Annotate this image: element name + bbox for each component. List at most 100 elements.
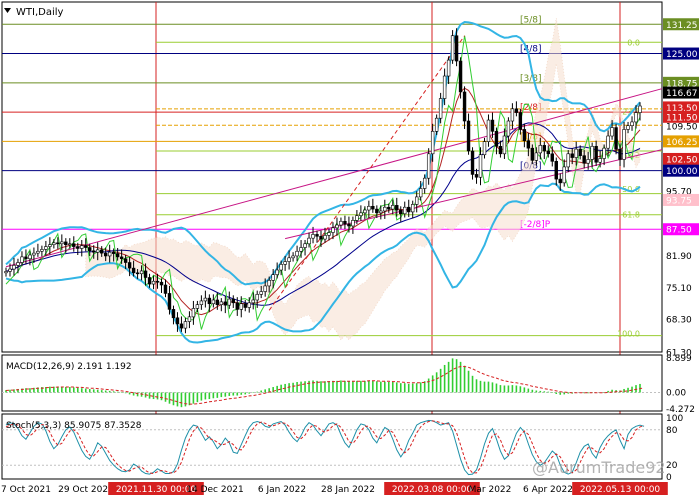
candle-body-126: [506, 120, 511, 137]
macd-tick-0: 8.899: [666, 354, 692, 364]
candle-body-71: [287, 257, 291, 262]
macd-bar-121: [487, 381, 490, 393]
macd-bar-146: [587, 392, 589, 394]
candle-body-148: [594, 146, 598, 163]
macd-panel: 8.899 0.00 -4.272: [1, 354, 695, 415]
stoch-d-line: [5, 420, 645, 475]
candle-body-36: [147, 277, 152, 285]
bollinger-upper: [5, 20, 641, 286]
price-tag-text-2: 118.75: [666, 79, 698, 89]
macd-bar-85: [344, 380, 346, 393]
macd-bar-59: [240, 392, 243, 395]
macd-bar-30: [124, 392, 127, 394]
candle-body-92: [371, 205, 375, 210]
murrey-level-label-0: [5/8]: [520, 15, 542, 25]
candle-body-109: [438, 98, 443, 119]
macd-bar-69: [280, 384, 282, 393]
macd-bar-82: [332, 380, 334, 393]
candle-body-138: [554, 161, 558, 180]
macd-bar-34: [140, 392, 143, 397]
candle-body-66: [267, 280, 271, 287]
macd-bar-136: [547, 391, 550, 393]
candle-body-153: [614, 127, 618, 150]
macd-bar-71: [288, 383, 290, 393]
channel-lower: [285, 149, 663, 240]
macd-bar-120: [483, 381, 486, 393]
price-tag-text-8: 102.50: [666, 155, 698, 165]
macd-bar-54: [220, 392, 223, 398]
candle-body-34: [139, 270, 144, 275]
macd-bar-115: [463, 365, 466, 393]
candle-body-25: [103, 252, 108, 257]
stoch-tick-100: 100: [666, 414, 683, 424]
macd-bar-137: [551, 392, 554, 393]
macd-bar-110: [443, 364, 446, 393]
price-tag-text-7: 106.25: [666, 138, 698, 148]
candle-body-81: [327, 232, 331, 236]
stoch-tick-80: 80: [666, 426, 678, 436]
macd-bar-113: [455, 359, 458, 393]
main-price-panel: [5/8][4/8][3/8][2/8][1/8][0/8][-2/8]P0.0…: [1, 1, 699, 479]
candle-body-60: [243, 303, 247, 308]
macd-bar-42: [172, 392, 175, 406]
candle-body-2: [12, 265, 16, 270]
candle-body-43: [175, 317, 180, 325]
candle-body-128: [514, 108, 519, 113]
price-tag-4: [663, 101, 699, 114]
candle-body-45: [183, 321, 188, 329]
macd-bar-12: [53, 386, 55, 393]
candle-body-0: [4, 271, 8, 274]
candle-body-127: [510, 108, 515, 122]
macd-bar-88: [356, 380, 358, 393]
candle-body-13: [56, 242, 60, 245]
macd-bar-72: [292, 382, 294, 393]
candle-body-33: [135, 272, 140, 275]
macd-bar-62: [252, 392, 255, 393]
time-label-3: 14 Dec 2021: [186, 485, 244, 495]
macd-bar-150: [603, 392, 605, 393]
macd-bar-50: [204, 392, 207, 400]
macd-bar-18: [76, 387, 79, 393]
price-tag-11: [663, 193, 699, 206]
price-tag-0: [663, 18, 699, 31]
candle-body-29: [119, 256, 124, 260]
macd-bar-83: [336, 380, 338, 393]
macd-bar-20: [84, 388, 87, 393]
candle-body-147: [590, 146, 594, 160]
candle-body-68: [275, 269, 279, 275]
candle-body-86: [347, 223, 351, 227]
macd-bar-13: [57, 386, 59, 393]
candle-body-150: [602, 147, 606, 159]
candle-body-114: [458, 60, 463, 93]
macd-bar-79: [320, 381, 322, 393]
stoch-title: Stoch(5,3,3) 85.9075 87.3528: [6, 421, 142, 431]
price-tag-text-13: 81.90: [666, 252, 692, 262]
candle-body-18: [76, 246, 80, 249]
macd-bar-31: [128, 392, 131, 395]
candle-body-139: [558, 178, 562, 184]
chart-menu-icon[interactable]: [4, 8, 11, 13]
candle-body-154: [618, 148, 622, 160]
macd-bar-75: [304, 381, 306, 393]
macd-bar-32: [132, 392, 135, 396]
macd-bar-61: [248, 392, 251, 394]
candle-body-90: [363, 209, 367, 214]
candle-body-107: [430, 131, 435, 155]
ichimoku-cloud: [85, 18, 641, 341]
macd-bar-73: [296, 382, 298, 393]
candle-body-102: [411, 204, 415, 213]
candle-body-110: [442, 75, 447, 99]
candle-body-125: [502, 135, 507, 155]
candle-body-95: [383, 206, 387, 212]
candle-body-116: [466, 120, 471, 152]
macd-bar-15: [65, 387, 67, 393]
candle-body-8: [36, 250, 40, 254]
macd-bar-74: [300, 381, 302, 393]
macd-bar-90: [364, 380, 366, 393]
candle-body-143: [574, 148, 578, 158]
macd-bar-5: [25, 388, 27, 393]
candle-body-155: [622, 129, 626, 160]
candle-body-129: [518, 112, 523, 130]
macd-bar-14: [61, 386, 63, 393]
